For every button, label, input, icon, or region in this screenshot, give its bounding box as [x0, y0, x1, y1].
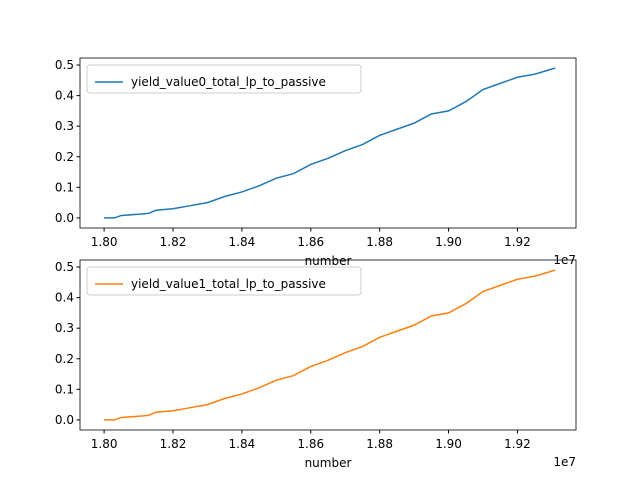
- x-tick-label: 1.86: [297, 437, 324, 451]
- legend-label: yield_value0_total_lp_to_passive: [131, 75, 326, 89]
- y-tick-label: 0.0: [55, 211, 74, 225]
- x-tick-label: 1.82: [160, 437, 187, 451]
- y-tick-label: 0.3: [55, 119, 74, 133]
- x-tick-label: 1.84: [229, 235, 256, 249]
- x-axis-label: number: [305, 456, 352, 470]
- x-tick-label: 1.90: [435, 437, 462, 451]
- axes-frame: [79, 57, 577, 229]
- y-tick-label: 0.0: [55, 413, 74, 427]
- y-tick-label: 0.2: [55, 352, 74, 366]
- x-axis-label: number: [305, 254, 352, 268]
- x-tick-label: 1.92: [504, 437, 531, 451]
- x-tick-label: 1.86: [297, 235, 324, 249]
- y-tick-label: 0.2: [55, 150, 74, 164]
- x-tick-label: 1.88: [366, 235, 393, 249]
- x-tick-label: 1.88: [366, 437, 393, 451]
- x-tick-label: 1.80: [91, 235, 118, 249]
- legend-box: [86, 64, 362, 94]
- x-tick-label: 1.82: [160, 235, 187, 249]
- x-tick-label: 1.90: [435, 235, 462, 249]
- x-offset-label: 1e7: [553, 455, 576, 469]
- y-tick-label: 0.4: [55, 89, 74, 103]
- y-tick-label: 0.3: [55, 321, 74, 335]
- x-tick-label: 1.92: [504, 235, 531, 249]
- axes-frame: [79, 259, 577, 431]
- y-tick-label: 0.4: [55, 291, 74, 305]
- y-tick-label: 0.1: [55, 382, 74, 396]
- y-tick-label: 0.1: [55, 180, 74, 194]
- line: [104, 67, 556, 219]
- x-tick-label: 1.84: [229, 437, 256, 451]
- line: [104, 269, 556, 421]
- y-tick-label: 0.5: [55, 260, 74, 274]
- legend-label: yield_value1_total_lp_to_passive: [131, 277, 326, 291]
- y-tick-label: 0.5: [55, 58, 74, 72]
- x-tick-label: 1.80: [91, 437, 118, 451]
- legend-box: [86, 266, 362, 296]
